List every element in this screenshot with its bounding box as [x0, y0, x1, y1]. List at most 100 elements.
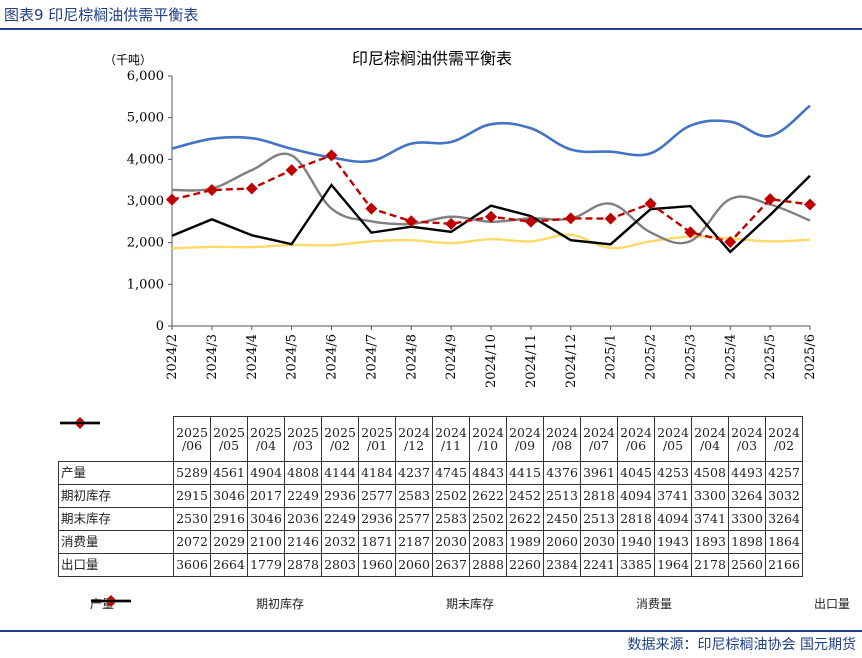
table-cell: 4808 [284, 461, 322, 485]
x-tick-label: 2024/5 [285, 334, 300, 380]
diamond-marker [205, 184, 218, 196]
table-cell: 2032 [321, 530, 359, 554]
table-cell: 2072 [173, 530, 211, 554]
table-row-label: 期末库存 [58, 421, 174, 531]
table-cell: 2936 [358, 507, 396, 531]
chart-title: 印尼棕榈油供需平衡表 [352, 49, 512, 68]
table-cell: 4237 [395, 461, 433, 485]
table-header-cell: 2025/06 [173, 416, 211, 462]
table-header-cell: 2024/07 [580, 416, 618, 462]
table-cell: 4904 [247, 461, 285, 485]
figure-label: 图表9 印尼棕榈油供需平衡表 [4, 6, 199, 24]
table-cell: 2916 [210, 507, 248, 531]
series-line-4 [171, 174, 811, 254]
diamond-marker [724, 235, 737, 248]
x-tick-label: 2025/2 [644, 334, 659, 380]
table-cell: 4493 [728, 461, 766, 485]
diamond-marker [684, 226, 697, 239]
table-cell: 2936 [321, 484, 359, 508]
table-cell: 2637 [432, 553, 470, 577]
table-header-cell: 2024/03 [728, 416, 766, 462]
x-tick-label: 2024/10 [484, 334, 499, 388]
table-cell: 2577 [395, 507, 433, 531]
table-cell: 2060 [543, 530, 581, 554]
table-cell: 2146 [284, 530, 322, 554]
table-header-cell: 2024/08 [543, 416, 581, 462]
table-cell: 2249 [321, 507, 359, 531]
table-row: 期末库存 2530 2916 3046 2036 2249 2936 2577 2583 2502… [58, 421, 803, 531]
legend-label: 期末库存 [445, 597, 494, 611]
legend-label: 期初库存 [255, 597, 304, 611]
table-cell: 3264 [765, 507, 803, 531]
table-cell: 2513 [580, 507, 618, 531]
table-cell: 2249 [284, 484, 322, 508]
table-cell: 4184 [358, 461, 396, 485]
table-cell: 4508 [691, 461, 729, 485]
table-cell: 2664 [210, 553, 248, 577]
table-cell: 1893 [691, 530, 729, 554]
y-tick-label: 6,000 [127, 69, 164, 84]
table-row: 产量 5289 4561 4904 4808 4144 4184 4237 4745 4843 44… [58, 421, 803, 485]
table-cell: 4253 [654, 461, 692, 485]
top-divider [0, 28, 862, 30]
x-tick-label: 2024/4 [245, 334, 260, 380]
table-cell: 2166 [765, 553, 803, 577]
table-cell: 2450 [543, 507, 581, 531]
table-header-cell: 2025/01 [358, 416, 396, 462]
y-axis-unit: （千吨） [104, 53, 152, 67]
series-lines [166, 104, 816, 254]
table-cell: 2513 [543, 484, 581, 508]
table-header-cell: 2024/06 [617, 416, 655, 462]
table-cell: 4045 [617, 461, 655, 485]
table-cell: 3046 [210, 484, 248, 508]
diamond-marker [644, 197, 657, 210]
series-line-2 [171, 152, 811, 245]
x-tick-label: 2024/7 [364, 334, 379, 380]
table-cell: 1943 [654, 530, 692, 554]
table-row: 消费量 2072 2029 2100 2146 2032 1871 2187 2030 2083 1… [58, 421, 803, 554]
table-cell: 2100 [247, 530, 285, 554]
table-header-cell: 2024/09 [506, 416, 544, 462]
diamond-marker [285, 164, 298, 177]
y-tick-label: 0 [156, 319, 164, 334]
diamond-marker [166, 193, 178, 206]
table-cell: 2583 [432, 507, 470, 531]
diamond-marker [405, 215, 418, 228]
legend-item: 消费量 [91, 595, 672, 612]
table-cell: 2577 [358, 484, 396, 508]
y-axis-ticks: 0 1,000 2,000 3,000 4,000 5,000 6,000 [127, 69, 173, 334]
table-cell: 2178 [691, 553, 729, 577]
table-cell: 2384 [543, 553, 581, 577]
x-tick-label: 2025/4 [723, 334, 738, 380]
x-tick-label: 2025/1 [604, 334, 619, 380]
diamond-marker [485, 210, 497, 223]
y-tick-label: 4,000 [127, 152, 164, 167]
table-cell: 1960 [358, 553, 396, 577]
x-tick-label: 2024/8 [404, 334, 419, 380]
table-cell: 1864 [765, 530, 803, 554]
table-cell: 2017 [247, 484, 285, 508]
series-line-0 [171, 104, 811, 164]
y-tick-label: 2,000 [127, 236, 164, 251]
legend-label: 出口量 [813, 597, 850, 611]
table-header-cell: 2024/05 [654, 416, 692, 462]
legend-key [59, 421, 100, 424]
table-cell: 2622 [469, 484, 507, 508]
table-cell: 4843 [469, 461, 507, 485]
table-row: 期初库存 2915 3046 2017 2249 2936 2577 2583 2502 2622… [58, 416, 803, 508]
table-cell: 2502 [432, 484, 470, 508]
table-cell: 2452 [506, 484, 544, 508]
table-header-cell: 2024/11 [432, 416, 470, 462]
table-row-name: 产量 [61, 465, 87, 481]
x-tick-label: 2024/12 [564, 334, 579, 388]
table-cell: 2029 [210, 530, 248, 554]
table-cell: 2083 [469, 530, 507, 554]
table-cell: 2030 [432, 530, 470, 554]
legend-item: 出口量 [91, 595, 850, 612]
table-cell: 4094 [654, 507, 692, 531]
data-table: 2025/06 2025/05 2025/04 2025/03 2025/02 2025/… [58, 416, 803, 577]
table-cell: 1779 [247, 553, 285, 577]
x-axis-ticks: 2024/2 2024/3 2024/4 2024/5 2024/6 2024/7 2024… [165, 325, 818, 388]
diamond-marker [365, 202, 378, 215]
x-tick-label: 2025/6 [803, 334, 818, 380]
